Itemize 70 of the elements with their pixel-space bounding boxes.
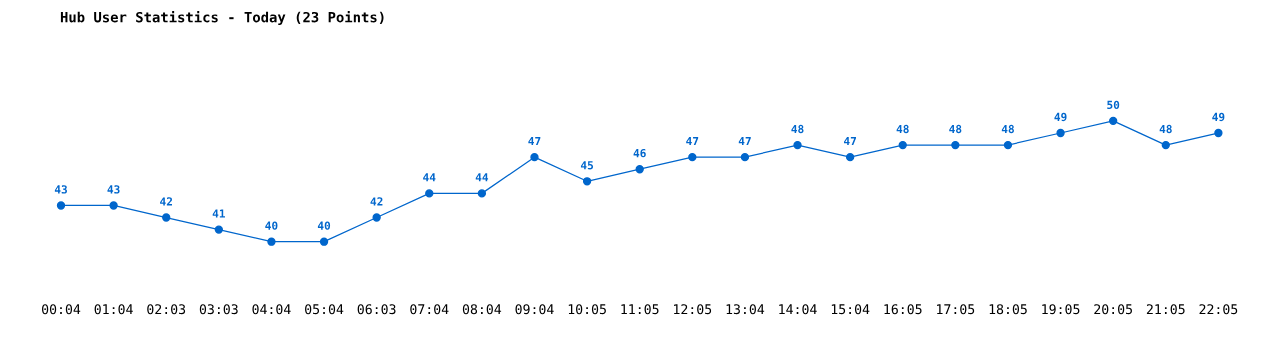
data-label: 43 bbox=[54, 185, 67, 194]
data-label: 40 bbox=[317, 221, 331, 230]
point bbox=[845, 152, 855, 162]
x-tick-label: 13:04 bbox=[726, 304, 765, 315]
data-label: 44 bbox=[423, 173, 436, 182]
x-tick-label: 12:05 bbox=[674, 304, 712, 315]
x-tick-label: 20:05 bbox=[1094, 304, 1132, 315]
x-tick-label: 11:05 bbox=[621, 304, 659, 315]
point bbox=[530, 152, 539, 162]
x-tick-label: 02:03 bbox=[147, 304, 186, 315]
data-label: 48 bbox=[896, 124, 909, 134]
point bbox=[1003, 140, 1013, 150]
point bbox=[425, 189, 434, 198]
x-tick-label: 03:03 bbox=[199, 304, 238, 315]
x-tick-label: 07:04 bbox=[410, 304, 449, 315]
point bbox=[109, 201, 118, 210]
point bbox=[214, 225, 223, 234]
data-label: 48 bbox=[1001, 124, 1014, 134]
x-tick-label: 05:04 bbox=[305, 304, 344, 315]
data-label: 49 bbox=[1212, 112, 1225, 122]
data-label: 40 bbox=[265, 221, 278, 230]
data-label: 47 bbox=[528, 137, 541, 146]
x-tick-label: 15:04 bbox=[831, 304, 870, 315]
x-tick-label: 17:05 bbox=[937, 304, 975, 315]
x-tick-label: 04:04 bbox=[252, 304, 291, 315]
x-tick-label: 10:05 bbox=[568, 304, 606, 315]
point bbox=[740, 152, 750, 162]
point bbox=[162, 213, 171, 222]
data-label: 47 bbox=[844, 137, 856, 146]
x-tick-label: 22:05 bbox=[1199, 304, 1238, 315]
x-tick-label: 16:05 bbox=[884, 304, 922, 315]
data-label: 42 bbox=[160, 197, 172, 206]
point bbox=[635, 165, 644, 174]
point bbox=[1214, 128, 1223, 138]
data-label: 41 bbox=[212, 209, 225, 218]
data-label: 48 bbox=[791, 124, 804, 134]
x-tick-label: 14:04 bbox=[779, 304, 817, 315]
data-label: 48 bbox=[1159, 124, 1172, 134]
point bbox=[582, 177, 592, 186]
data-label: 48 bbox=[949, 124, 962, 134]
data-label: 47 bbox=[738, 137, 751, 146]
data-label: 50 bbox=[1107, 100, 1120, 110]
point bbox=[793, 140, 802, 150]
point bbox=[372, 213, 381, 222]
x-tick-label: 09:04 bbox=[515, 304, 554, 315]
x-tick-label: 18:05 bbox=[989, 304, 1027, 315]
data-label: 43 bbox=[107, 185, 120, 194]
point bbox=[898, 140, 907, 150]
point bbox=[477, 189, 487, 198]
point bbox=[319, 237, 329, 246]
data-label: 47 bbox=[686, 137, 699, 146]
point bbox=[688, 152, 697, 162]
data-label: 44 bbox=[475, 173, 489, 182]
chart-title: Hub User Statistics - Today (23 Points) bbox=[60, 10, 384, 26]
x-tick-label: 08:04 bbox=[462, 304, 502, 315]
point bbox=[1109, 116, 1118, 126]
data-label: 45 bbox=[580, 161, 594, 170]
x-tick-label: 01:04 bbox=[94, 304, 133, 315]
point bbox=[1161, 140, 1170, 150]
point bbox=[951, 140, 960, 150]
x-tick-label: 21:05 bbox=[1146, 304, 1185, 315]
data-label: 42 bbox=[370, 197, 383, 206]
point bbox=[56, 201, 66, 210]
data-label: 46 bbox=[633, 148, 646, 158]
x-tick-label: 06:03 bbox=[357, 304, 396, 315]
x-tick-label: 00:04 bbox=[42, 304, 81, 315]
data-label: 49 bbox=[1054, 112, 1067, 122]
point bbox=[1056, 128, 1065, 138]
x-tick-label: 19:05 bbox=[1042, 304, 1080, 315]
point bbox=[267, 237, 276, 246]
